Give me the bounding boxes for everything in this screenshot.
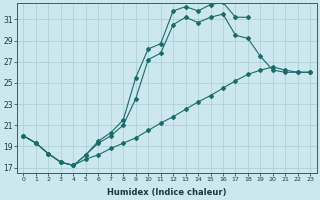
X-axis label: Humidex (Indice chaleur): Humidex (Indice chaleur) [107,188,227,197]
